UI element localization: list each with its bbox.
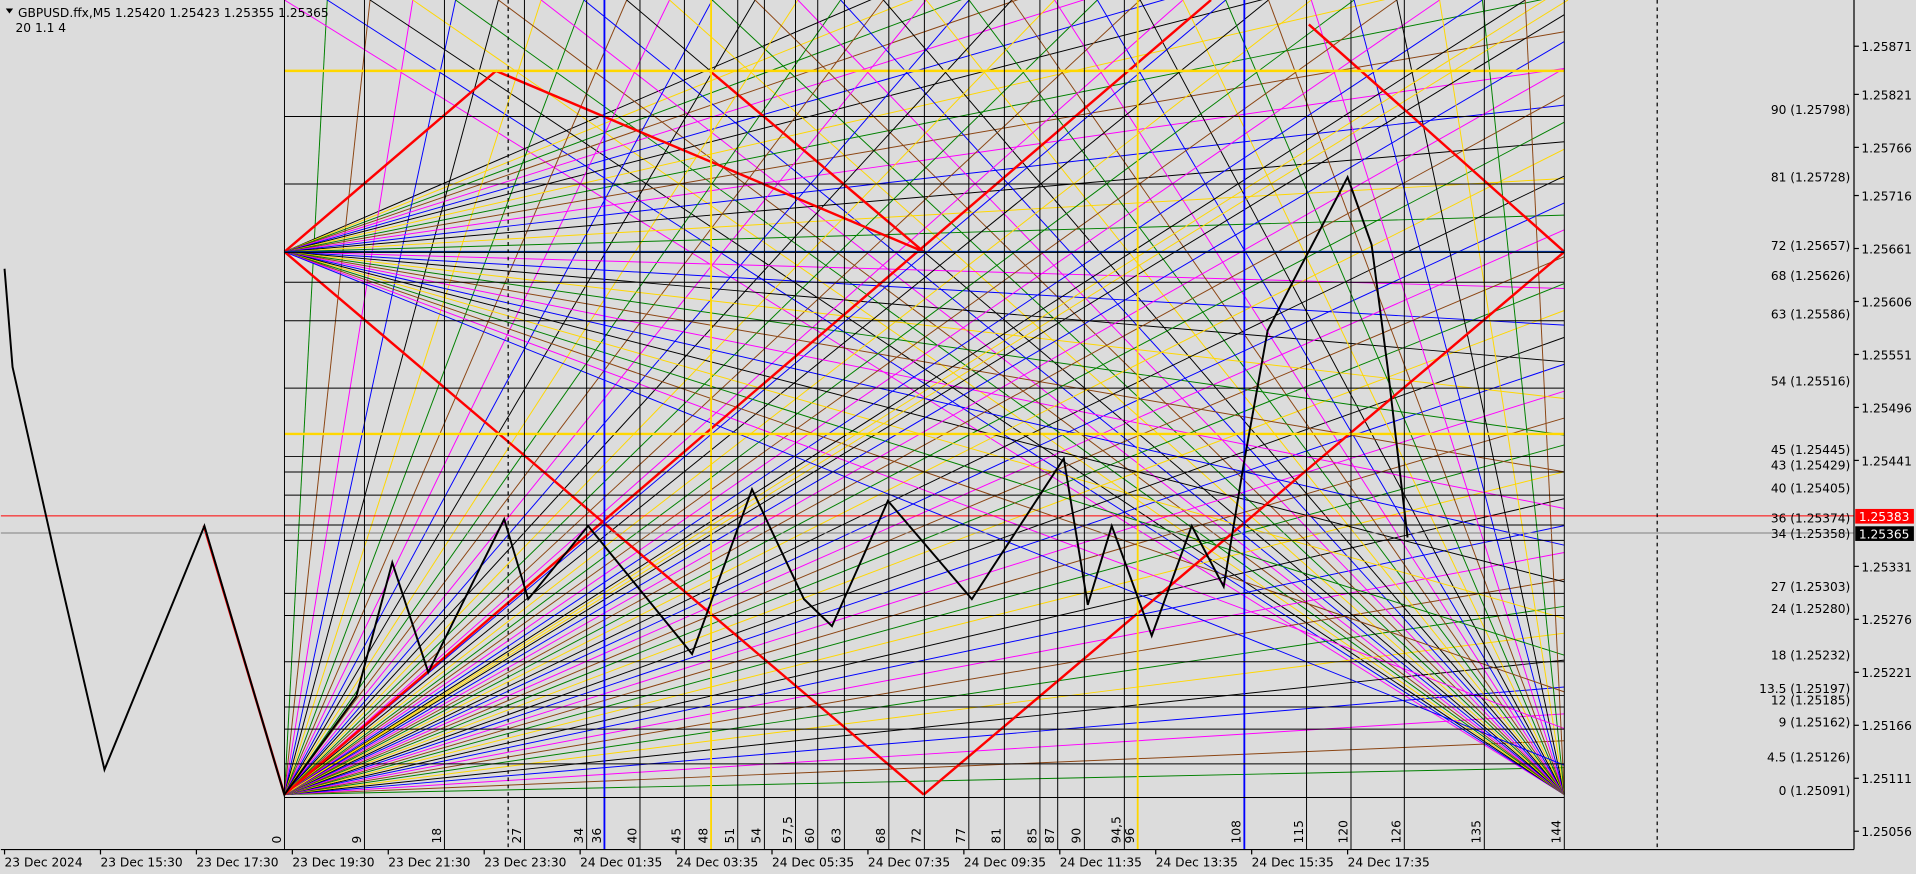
x-tick-label: 23 Dec 21:30 [388,856,470,870]
fan-line [283,69,497,253]
gann-number: 90 [1070,828,1084,844]
gann-number: 9 [350,836,364,844]
gann-level-label: 43 (1.25429) [1771,459,1851,473]
x-tick-label: 24 Dec 15:35 [1252,856,1334,870]
x-tick-label: 24 Dec 07:35 [868,856,950,870]
x-tick-label: 23 Dec 23:30 [484,856,566,870]
y-tick-label: 1.25166 [1861,719,1912,733]
marks: 0 9 18 27 34 36 40 45 48 51 54 57,5 60 63 68 72 77 81 85 87… [3,0,1914,870]
x-tick-label: 23 Dec 2024 [5,856,83,870]
gann-number: 60 [803,828,817,844]
gann-level-label: 40 (1.25405) [1771,482,1851,496]
x-tick-label: 24 Dec 09:35 [964,856,1046,870]
x-tick-label: 23 Dec 19:30 [292,856,374,870]
gann-level-label: 0 (1.25091) [1779,784,1851,798]
gann-number: 77 [954,828,968,844]
gann-number: 87 [1043,828,1057,844]
gann-level-label: 18 (1.25232) [1771,648,1851,662]
gann-number: 45 [670,828,684,844]
indicator-header: 20 1.1 4 [16,21,67,35]
gann-number: 57,5 [781,816,795,843]
gann-number: 126 [1390,820,1404,843]
x-tick-label: 24 Dec 13:35 [1156,856,1238,870]
ask-tag [1855,508,1914,524]
fan-line [495,69,925,253]
gann-number: 96 [1123,828,1137,844]
gann-number: 51 [723,828,737,844]
gann-number: 108 [1230,820,1244,843]
price-path [3,174,1409,797]
bid-label: 1.25365 [1859,528,1910,542]
gann-number: 85 [1025,828,1039,844]
gann-number: 81 [990,828,1004,844]
gann-level-label: 27 (1.25303) [1771,580,1851,594]
y-tick-label: 1.25221 [1861,666,1912,680]
y-tick-label: 1.25111 [1861,772,1912,786]
y-tick-label: 1.25606 [1861,295,1912,309]
gann-level-label: 4.5 (1.25126) [1767,750,1850,764]
ask-label: 1.25383 [1859,510,1910,524]
gann-number: 48 [696,828,710,844]
y-tick-label: 1.25331 [1861,560,1912,574]
gann-level-label: 63 (1.25586) [1771,307,1851,321]
gann-number: 135 [1470,820,1484,843]
symbol-header: GBPUSD.ffx,M5 1.25420 1.25423 1.25355 1.… [18,6,329,20]
y-tick-label: 1.25716 [1861,189,1912,203]
menu-arrow[interactable] [5,8,14,14]
gann-level-label: 45 (1.25445) [1771,443,1851,457]
fan-line [709,69,925,253]
bid-tag [1855,526,1914,541]
gann-level-label: 72 (1.25657) [1771,239,1851,253]
x-tick-label: 24 Dec 17:35 [1348,856,1430,870]
gann-number: 72 [910,828,924,844]
gann-number: 27 [510,828,524,844]
gann-level-label: 68 (1.25626) [1771,269,1851,283]
gann-level-label: 34 (1.25358) [1771,527,1851,541]
x-tick-label: 24 Dec 03:35 [676,856,758,870]
fan-line [284,0,872,253]
gann-number: 94,5 [1110,816,1124,843]
gann-level-label: 90 (1.25798) [1771,103,1851,117]
gann-level-label: 24 (1.25280) [1771,602,1851,616]
gann-number: 34 [572,828,586,844]
gann-number: 36 [590,828,604,844]
y-tick-label: 1.25276 [1861,613,1912,627]
gann-level-label: 13.5 (1.25197) [1759,682,1850,696]
gann-number: 144 [1550,820,1564,844]
x-tick-label: 23 Dec 15:30 [100,856,182,870]
gann-number: 54 [750,828,764,844]
gann-number: 68 [874,828,888,844]
gann-level-label: 54 (1.25516) [1771,375,1851,389]
y-tick-label: 1.25496 [1861,401,1912,415]
gann-number: 63 [830,828,844,844]
y-tick-label: 1.25661 [1861,242,1912,256]
x-tick-label: 24 Dec 01:35 [580,856,662,870]
gann-number: 40 [625,828,639,844]
x-tick-label: 24 Dec 11:35 [1060,856,1142,870]
gann-level-label: 81 (1.25728) [1771,171,1851,185]
x-tick-label: 23 Dec 17:30 [196,856,278,870]
gann-number: 115 [1292,820,1306,843]
gann-number: 120 [1336,820,1350,843]
y-tick-label: 1.25821 [1861,88,1912,102]
gann-number: 18 [430,828,444,844]
fan-line [284,0,914,253]
y-tick-label: 1.25766 [1861,141,1912,155]
y-tick-label: 1.25056 [1861,825,1912,839]
y-tick-label: 1.25551 [1861,348,1912,362]
gann-level-label: 9 (1.25162) [1779,716,1851,730]
gann-level-label: 12 (1.25185) [1771,694,1851,708]
y-tick-label: 1.25441 [1861,454,1912,468]
x-tick-label: 24 Dec 05:35 [772,856,854,870]
gann-number: 0 [270,836,284,844]
y-tick-label: 1.25871 [1861,40,1912,54]
gann-level-label: 36 (1.25374) [1771,512,1851,526]
